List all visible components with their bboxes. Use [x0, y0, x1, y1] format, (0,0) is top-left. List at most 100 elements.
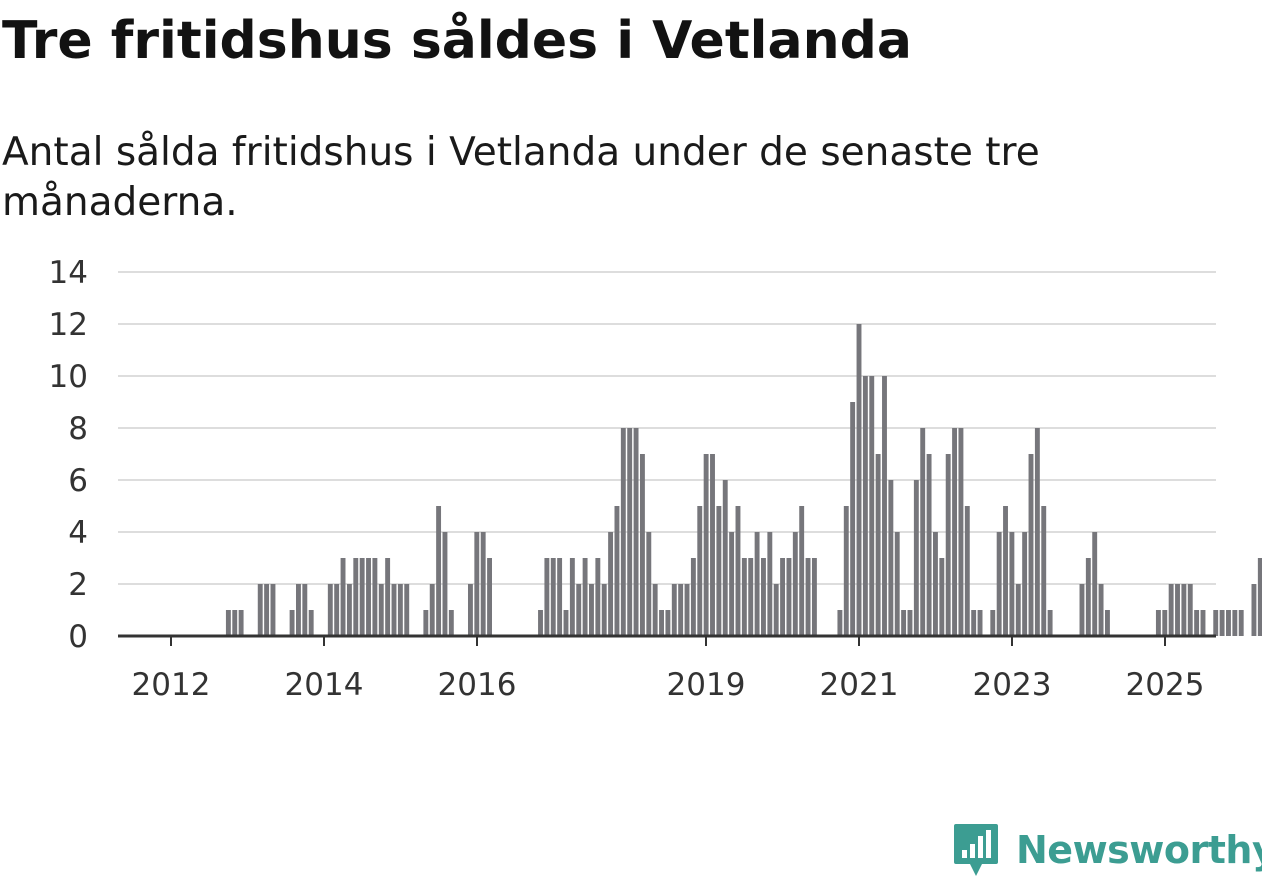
bar	[1257, 558, 1262, 636]
y-tick-label: 10	[49, 359, 88, 395]
bar	[257, 584, 263, 636]
page-subtitle: Antal sålda fritidshus i Vetlanda under …	[2, 130, 1040, 225]
bar	[544, 558, 550, 636]
bar	[487, 558, 492, 636]
bar	[1168, 584, 1174, 636]
bar	[1041, 506, 1047, 636]
bar	[901, 610, 907, 636]
bar	[480, 532, 486, 636]
bars	[225, 324, 1262, 636]
bar	[1022, 532, 1028, 636]
bar	[697, 506, 703, 636]
bar	[659, 610, 664, 636]
newsworthy-logo-icon	[954, 824, 998, 876]
x-tick-label: 2023	[973, 667, 1052, 703]
bar	[684, 584, 690, 636]
bar	[385, 558, 391, 636]
bar	[786, 558, 792, 636]
bar	[1003, 506, 1008, 636]
bar	[391, 584, 397, 636]
bar	[913, 480, 919, 636]
bar	[423, 610, 429, 636]
bar	[996, 532, 1002, 636]
bar	[920, 428, 926, 636]
bar	[334, 584, 340, 636]
bar	[977, 610, 983, 636]
bar	[1028, 454, 1034, 636]
x-tick-label: 2019	[667, 667, 746, 703]
bar	[620, 428, 626, 636]
bar	[569, 558, 575, 636]
bar	[1238, 610, 1244, 636]
bar	[952, 428, 958, 636]
bar	[1213, 610, 1219, 636]
bar	[238, 610, 244, 636]
bar	[404, 584, 410, 636]
bar	[372, 558, 378, 636]
bar	[761, 558, 766, 636]
bar	[359, 558, 365, 636]
bar	[811, 558, 817, 636]
bar	[722, 480, 728, 636]
x-tick-label: 2012	[132, 667, 211, 703]
bar	[1219, 610, 1225, 636]
y-tick-label: 2	[68, 567, 88, 603]
bar	[639, 454, 645, 636]
bar	[1047, 610, 1053, 636]
bar	[990, 610, 996, 636]
bar	[837, 610, 843, 636]
gridlines	[118, 271, 1216, 585]
bar	[327, 584, 333, 636]
bar	[945, 454, 951, 636]
bar	[933, 532, 938, 636]
bar	[703, 454, 709, 636]
bar	[773, 584, 779, 636]
bar	[894, 532, 900, 636]
bar	[767, 532, 773, 636]
bar	[366, 558, 371, 636]
bar	[582, 558, 588, 636]
bar	[576, 584, 582, 636]
bar	[964, 506, 970, 636]
bar	[340, 558, 346, 636]
bar	[652, 584, 658, 636]
bar	[1104, 610, 1110, 636]
bar	[748, 558, 754, 636]
x-tick-label: 2021	[820, 667, 899, 703]
bar	[302, 584, 308, 636]
bar	[627, 428, 633, 636]
bar	[843, 506, 849, 636]
y-tick-label: 0	[68, 619, 88, 655]
bar	[869, 376, 875, 636]
y-tick-label: 6	[68, 463, 88, 499]
bar	[448, 610, 454, 636]
bar	[633, 428, 639, 636]
bar	[856, 324, 862, 636]
bar	[563, 610, 569, 636]
bar	[799, 506, 805, 636]
bar	[232, 610, 238, 636]
bar	[850, 402, 856, 636]
bar	[1200, 610, 1206, 636]
bar	[378, 584, 384, 636]
x-tick-label: 2025	[1126, 667, 1205, 703]
bar	[296, 584, 301, 636]
bar	[741, 558, 747, 636]
bar	[882, 376, 887, 636]
bar	[557, 558, 563, 636]
bar	[1085, 558, 1091, 636]
bar	[538, 610, 543, 636]
y-tick-label: 12	[49, 307, 88, 343]
bar	[608, 532, 614, 636]
bar	[614, 506, 620, 636]
bar	[1187, 584, 1193, 636]
bar	[442, 532, 448, 636]
bar	[353, 558, 359, 636]
bar	[1232, 610, 1238, 636]
x-tick-label: 2016	[438, 667, 517, 703]
bar	[958, 428, 964, 636]
bar	[397, 584, 403, 636]
bar	[1015, 584, 1021, 636]
bar	[1226, 610, 1231, 636]
